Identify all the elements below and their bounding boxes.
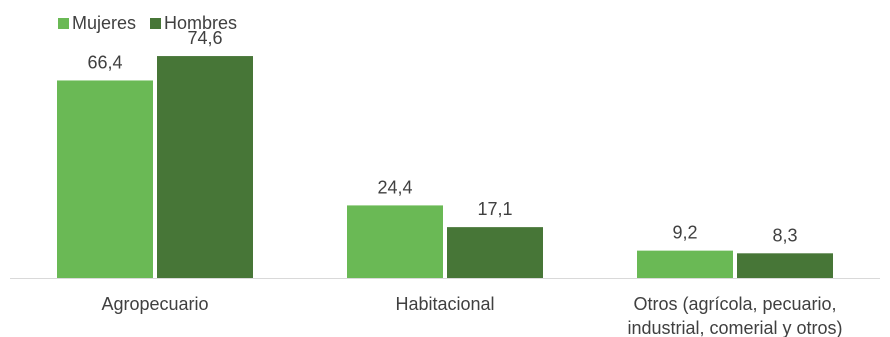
data-label-hombres-2: 8,3 (772, 225, 797, 245)
bar-hombres-2 (737, 253, 833, 278)
data-label-mujeres-1: 24,4 (377, 177, 412, 197)
bar-hombres-1 (447, 227, 543, 278)
bar-mujeres-1 (347, 205, 443, 278)
legend-swatch-hombres (150, 17, 162, 29)
legend-label-hombres: Hombres (164, 13, 238, 33)
data-label-hombres-0: 74,6 (187, 28, 222, 48)
data-label-hombres-1: 17,1 (477, 199, 512, 219)
category-label-2-line-1: industrial, comerial y otros) (627, 318, 843, 337)
data-label-mujeres-2: 9,2 (672, 223, 697, 243)
bar-mujeres-0 (57, 80, 153, 279)
category-label-0-line-0: Agropecuario (101, 294, 209, 314)
legend-swatch-mujeres (58, 17, 69, 29)
category-label-2: Otros (agrícola, pecuario, industrial, co… (585, 292, 885, 337)
category-label-1-line-0: Habitacional (395, 294, 495, 314)
legend-item-mujeres: Mujeres (58, 12, 136, 34)
legend-label-mujeres: Mujeres (72, 13, 137, 33)
category-label-0: Agropecuario (5, 292, 305, 316)
legend-item-hombres: Hombres (150, 12, 237, 34)
category-label-2-line-0: Otros (agrícola, pecuario, (633, 294, 837, 314)
bar-hombres-0 (157, 56, 253, 278)
bar-mujeres-2 (637, 250, 733, 278)
legend: Mujeres Hombres (58, 12, 237, 34)
category-label-1: Habitacional (295, 292, 595, 316)
data-label-mujeres-0: 66,4 (87, 52, 122, 72)
